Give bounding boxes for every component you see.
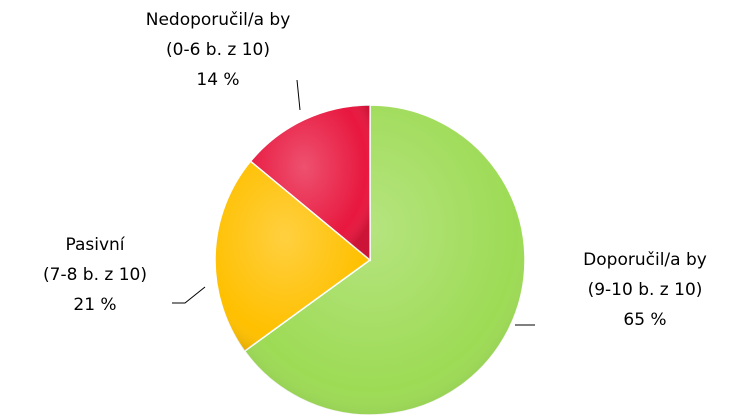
- slice-note: (9-10 b. z 10): [588, 280, 703, 300]
- leader-line: [172, 286, 206, 304]
- leader-line: [296, 79, 301, 111]
- value-label: 14 %: [196, 70, 239, 90]
- slice-label: Nedoporučil/a by: [146, 10, 291, 30]
- slice-shade: [244, 105, 526, 415]
- slice-shade: [250, 105, 370, 260]
- value-label: 65 %: [623, 310, 666, 330]
- slice-shade: [215, 161, 370, 352]
- slice-note: (0-6 b. z 10): [166, 40, 270, 60]
- slice-label: Pasivní: [65, 235, 125, 255]
- slice-label: Doporučil/a by: [583, 250, 707, 270]
- slice-note: (7-8 b. z 10): [43, 265, 147, 285]
- value-label: 21 %: [73, 295, 116, 315]
